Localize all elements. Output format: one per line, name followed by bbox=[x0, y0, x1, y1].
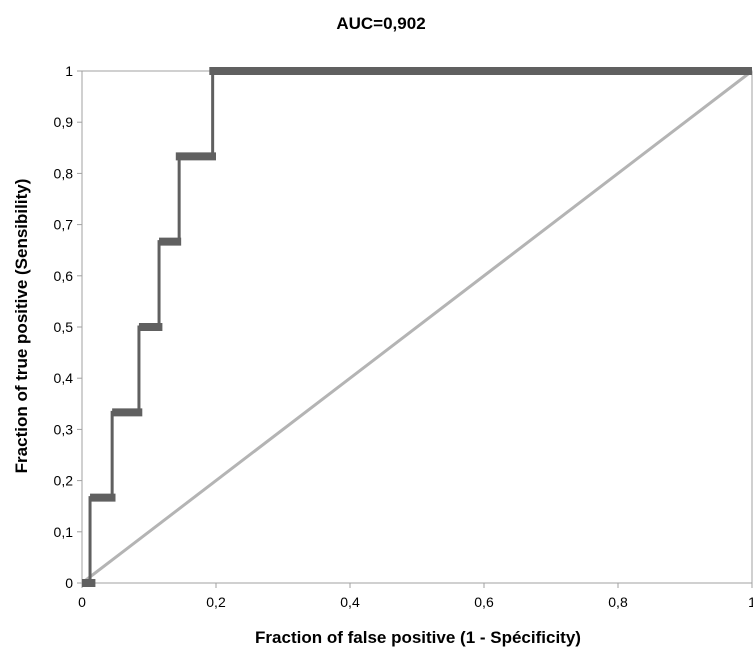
x-tick-label: 0,6 bbox=[474, 594, 494, 610]
y-tick-label: 0 bbox=[65, 575, 73, 591]
y-tick-label: 0,5 bbox=[54, 319, 74, 335]
reference-diagonal-line bbox=[81, 69, 753, 585]
y-tick-label: 1 bbox=[65, 63, 73, 79]
y-tick-label: 0,7 bbox=[54, 217, 74, 233]
y-tick-label: 0,3 bbox=[54, 421, 74, 437]
y-tick-label: 0,8 bbox=[54, 165, 74, 181]
x-tick-label: 0,4 bbox=[340, 594, 360, 610]
x-axis-label: Fraction of false positive (1 - Spécific… bbox=[255, 628, 581, 647]
y-tick-label: 0,9 bbox=[54, 114, 74, 130]
series-layer bbox=[81, 67, 753, 587]
x-tick-label: 0,2 bbox=[206, 594, 226, 610]
y-tick-label: 0,4 bbox=[54, 370, 74, 386]
y-tick-label: 0,1 bbox=[54, 524, 74, 540]
x-axis-ticks: 0 0,2 0,4 0,6 0,8 1 bbox=[78, 583, 753, 610]
y-tick-label: 0,6 bbox=[54, 268, 74, 284]
y-tick-label: 0,2 bbox=[54, 473, 74, 489]
x-tick-label: 1 bbox=[748, 594, 753, 610]
y-axis-label: Fraction of true positive (Sensibility) bbox=[12, 179, 31, 474]
x-tick-label: 0,8 bbox=[608, 594, 628, 610]
y-axis-ticks: 0 0,1 0,2 0,3 0,4 0,5 0,6 0,7 0,8 0,9 1 bbox=[54, 63, 82, 591]
chart-title: AUC=0,902 bbox=[336, 14, 425, 33]
x-tick-label: 0 bbox=[78, 594, 86, 610]
